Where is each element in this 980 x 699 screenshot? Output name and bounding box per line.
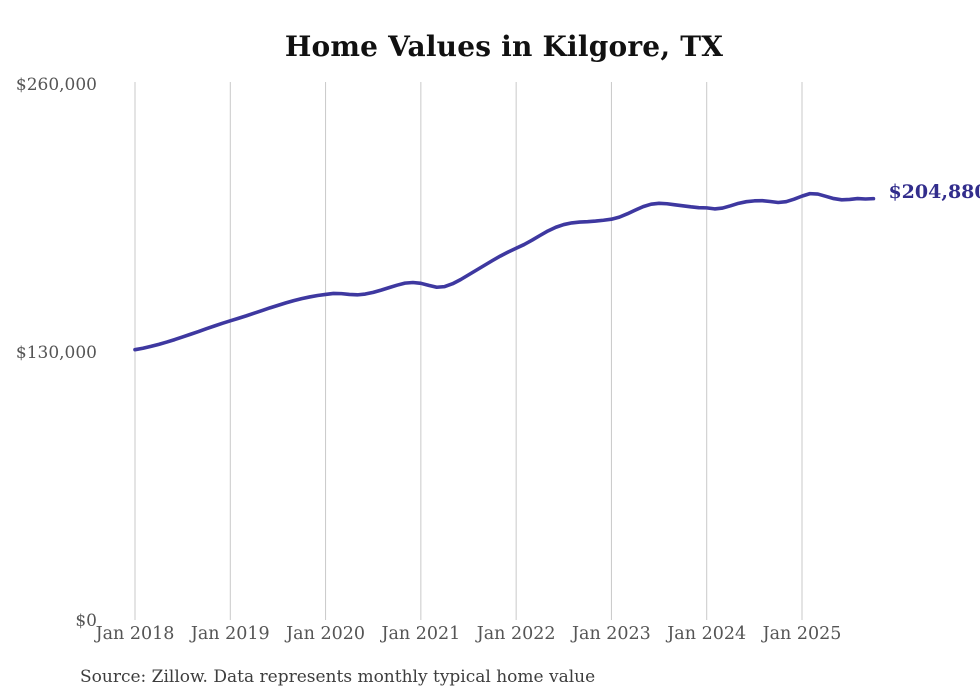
x-axis-tick-label: Jan 2025: [761, 624, 842, 644]
home-value-line: [133, 191, 876, 352]
chart-title: Home Values in Kilgore, TX: [284, 30, 724, 63]
source-note: Source: Zillow. Data represents monthly …: [80, 667, 596, 687]
x-axis-tick-label: Jan 2019: [189, 624, 270, 644]
x-axis-tick-label: Jan 2022: [475, 624, 556, 644]
x-axis-tick-label: Jan 2020: [284, 624, 365, 644]
y-axis-tick-label: $0: [75, 611, 97, 631]
x-axis-tick-label: Jan 2018: [94, 624, 175, 644]
x-axis-tick-label: Jan 2023: [570, 624, 651, 644]
x-axis-tick-label: Jan 2024: [665, 624, 746, 644]
y-axis-tick-label: $130,000: [16, 343, 97, 363]
x-axis-tick-label: Jan 2021: [379, 624, 460, 644]
end-value-label: $204,880: [888, 181, 980, 203]
y-axis-tick-label: $260,000: [16, 75, 97, 95]
